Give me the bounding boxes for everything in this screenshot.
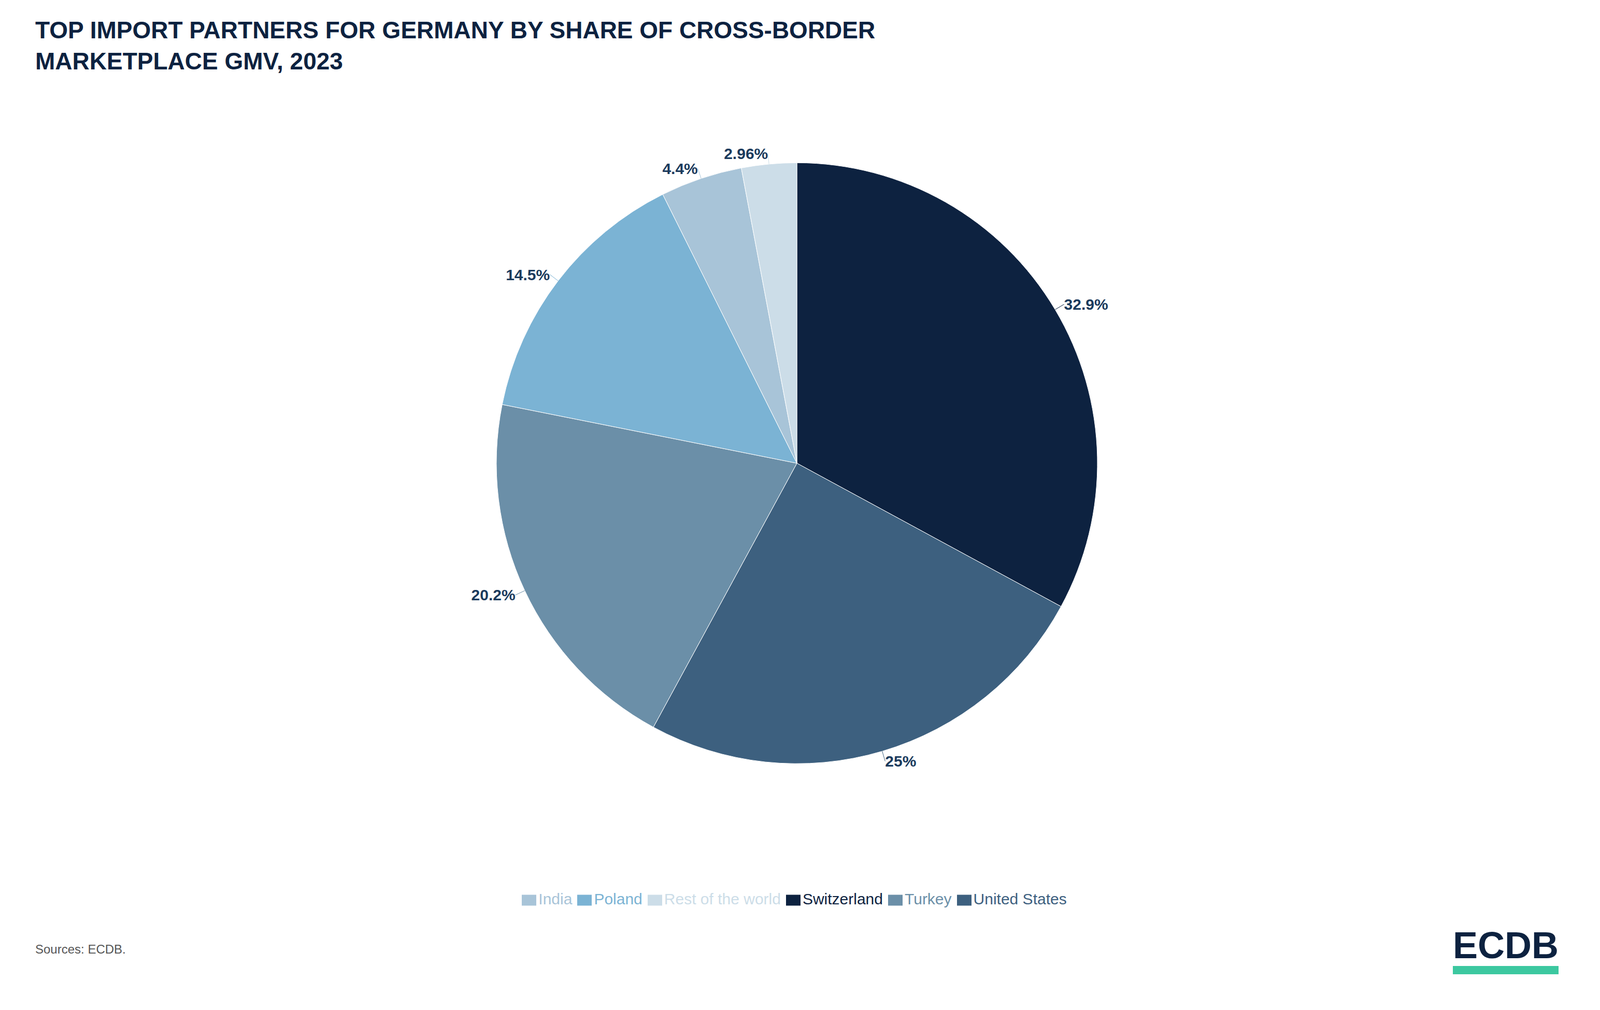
svg-text:2.96%: 2.96% [723,145,768,163]
svg-text:25%: 25% [884,752,917,770]
svg-text:32.9%: 32.9% [1064,295,1109,313]
html-text:ECDB: ECDB [1452,924,1559,967]
html-text:Rest of the world: Rest of the world [664,890,781,908]
html-text:TOP IMPORT PARTNERS FOR GERMAN: TOP IMPORT PARTNERS FOR GERMANY BY SHARE… [35,16,876,44]
svg-text:14.5%: 14.5% [505,266,550,284]
svg-text:4.4%: 4.4% [662,160,698,178]
html-text:Sources: ECDB.: Sources: ECDB. [35,942,126,957]
html-text:Turkey: Turkey [904,890,952,908]
svg-text:20.2%: 20.2% [471,586,516,604]
html-text:MARKETPLACE GMV, 2023: MARKETPLACE GMV, 2023 [35,47,343,75]
html-text:United States: United States [973,890,1067,908]
html-text:India: India [538,890,573,908]
html-text:Poland: Poland [593,890,643,908]
html-text:Switzerland: Switzerland [802,890,883,908]
